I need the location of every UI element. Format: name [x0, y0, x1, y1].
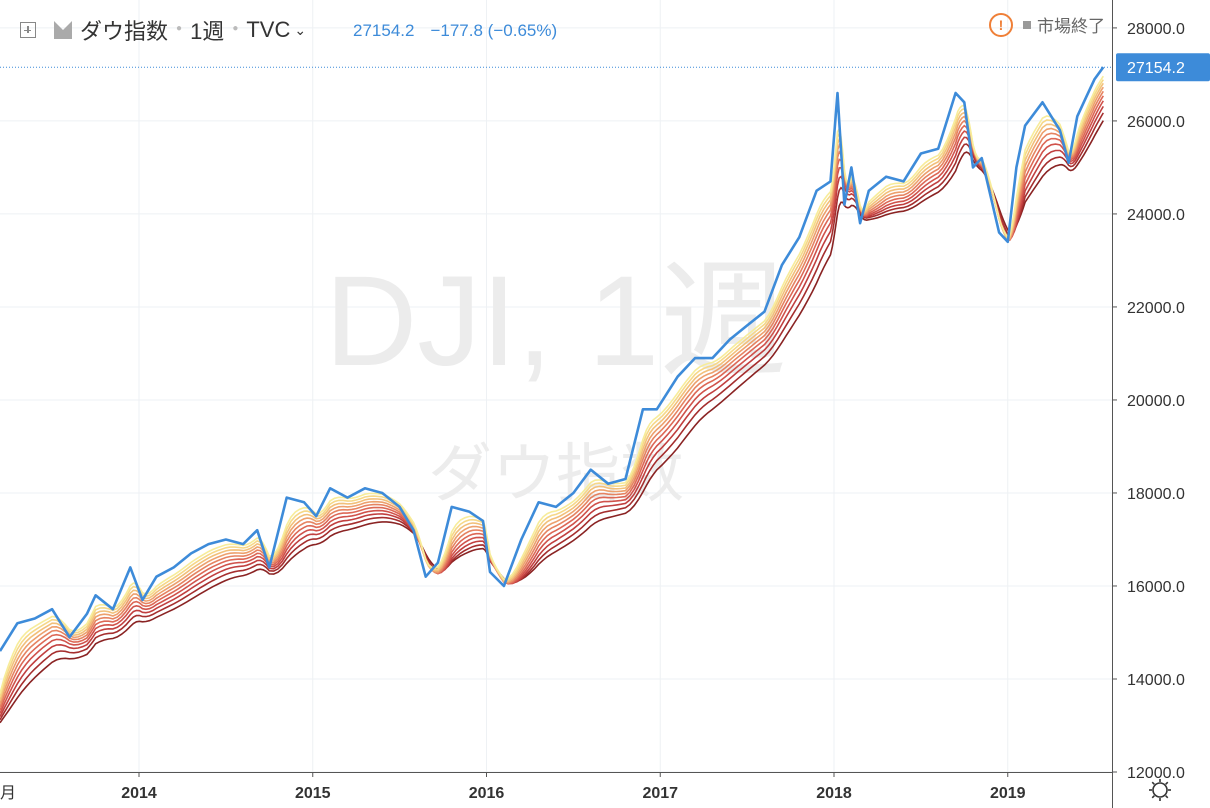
x-tick-label-edge: 月 [0, 783, 16, 802]
status-square-icon [1023, 20, 1031, 29]
y-tick-label: 22000.0 [1127, 300, 1185, 317]
x-tick-label: 2015 [295, 785, 331, 802]
y-tick-label: 12000.0 [1127, 765, 1185, 782]
ema-line [0, 95, 1104, 711]
last-price-badge [1116, 53, 1210, 82]
x-tick-label: 2018 [816, 785, 852, 802]
ema-line [0, 86, 1104, 704]
ema-line [0, 112, 1104, 721]
grid [0, 0, 1112, 773]
price-change: −177.8 [430, 21, 483, 40]
x-tick-label: 2019 [990, 785, 1026, 802]
interval-label[interactable]: 1週 [190, 19, 225, 44]
last-price: 27154.2 [353, 21, 415, 40]
watermark-main: DJI, 1週 [325, 250, 787, 393]
x-tick-label: 2014 [121, 785, 157, 802]
last-price-label: 27154.2 [1127, 60, 1185, 77]
gear-icon[interactable] [1149, 779, 1171, 801]
symbol-logo-icon [54, 21, 72, 39]
market-status-label: 市場終了 [1037, 17, 1105, 36]
ema-line [0, 105, 1104, 717]
expand-icon[interactable] [20, 22, 36, 38]
warning-icon[interactable]: ! [989, 12, 1013, 37]
exchange-label[interactable]: TVC [246, 17, 291, 42]
chart-header: ダウ指数 ● 1週 ● TVC ⌄ [0, 14, 306, 46]
ema-band [0, 75, 1104, 724]
price-line [0, 66, 1105, 652]
price-info: 27154.2 −177.8 (−0.65%) [353, 21, 557, 41]
x-tick-label: 2017 [642, 785, 678, 802]
ema-line [0, 75, 1104, 694]
y-tick-label: 20000.0 [1127, 393, 1185, 410]
chevron-down-icon[interactable]: ⌄ [294, 21, 307, 38]
ema-line [0, 120, 1104, 724]
x-tick-label: 2016 [469, 785, 505, 802]
y-tick-label: 26000.0 [1127, 114, 1185, 131]
y-axis-bg [1112, 0, 1210, 808]
y-tick-label: 28000.0 [1127, 21, 1185, 38]
price-change-pct: (−0.65%) [487, 21, 558, 40]
x-axis-bg [0, 772, 1210, 808]
symbol-name[interactable]: ダウ指数 [80, 19, 169, 44]
y-tick-label: 24000.0 [1127, 207, 1185, 224]
market-status: ! 市場終了 [989, 12, 1105, 37]
ema-line [0, 90, 1104, 708]
y-tick-label: 18000.0 [1127, 486, 1185, 503]
y-tick-label: 16000.0 [1127, 579, 1185, 596]
y-tick-label: 14000.0 [1127, 672, 1185, 689]
